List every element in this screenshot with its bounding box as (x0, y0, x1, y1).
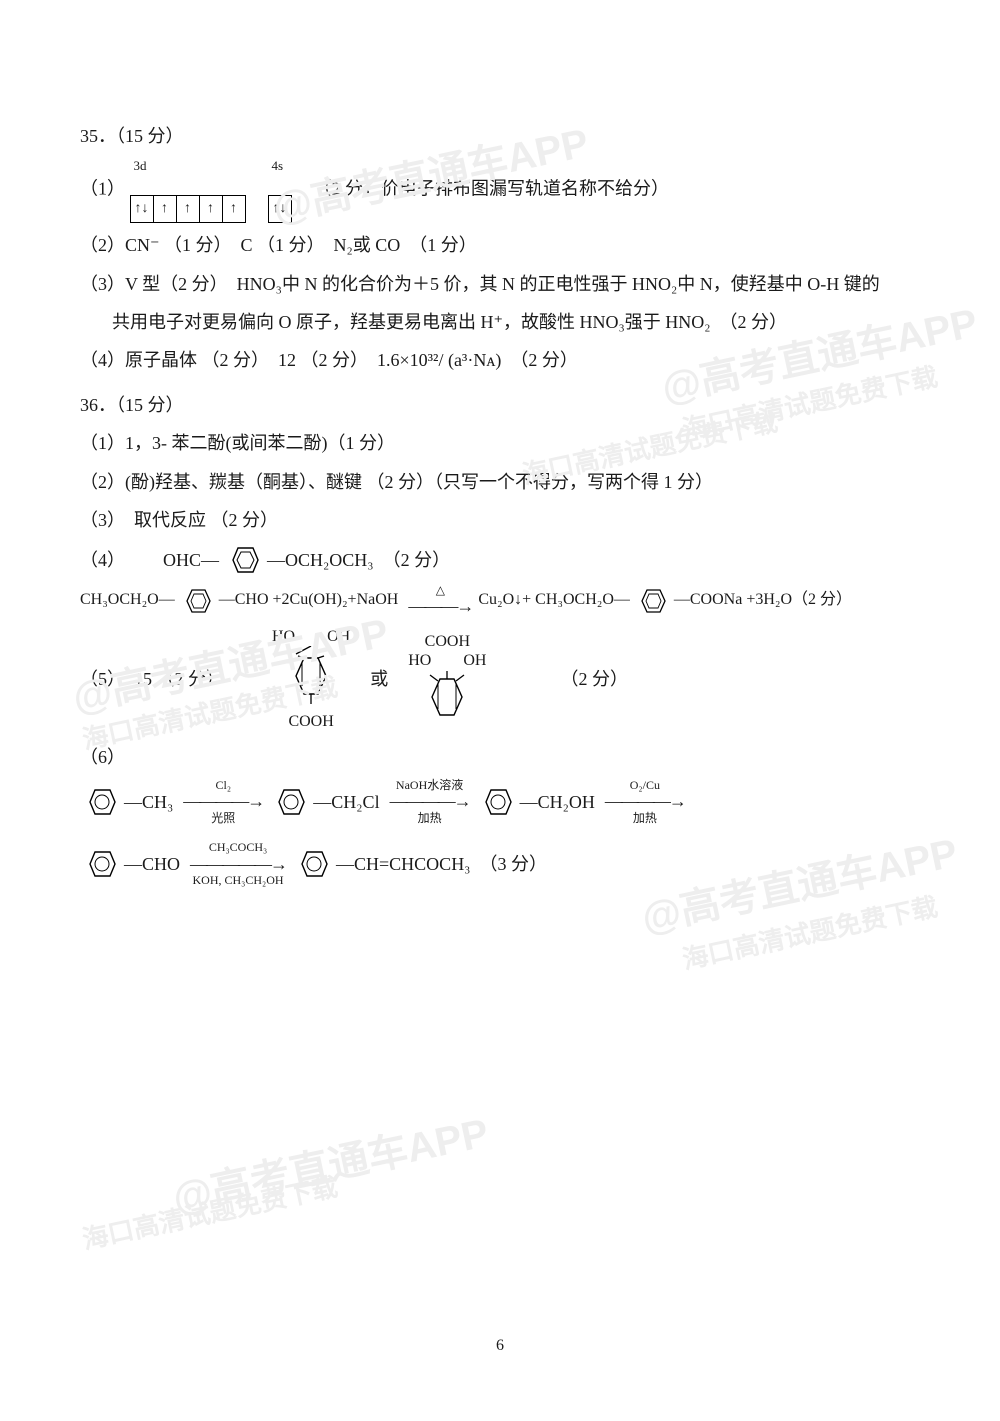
benzene-ring-icon (80, 846, 120, 882)
r2-s1: —CHO (124, 848, 180, 880)
q36-header: 36．（15 分） (80, 389, 920, 421)
orbital-3d-label: 3d (130, 158, 151, 173)
q35-p4: （4）原子晶体 （2 分） 12 （2 分） 1.6×10³²/ (a³·Nᴀ)… (80, 344, 920, 376)
q36-p6-prefix: （6） (80, 741, 920, 773)
q35-p1: （1） 3d ↑↓↑↑↑↑ 4s ↑↓ （2 分，价电子排布图漏写轨道名称不给分… (80, 158, 920, 223)
watermark: 海口高清试题免费下载 (78, 1163, 342, 1263)
benzene-ring-icon (292, 846, 332, 882)
watermark: 海口高清试题免费下载 (678, 883, 942, 983)
benzene-ring-icon (476, 784, 516, 820)
structure-a-bottom: COOH (288, 713, 333, 730)
r1-s3: —CH₂OH (520, 786, 595, 818)
q36-equation: CH₃OCH₂O— —CHO +2Cu(OH)₂+NaOH △ ———→ Cu₂… (80, 584, 920, 617)
benzene-ring-icon (269, 784, 309, 820)
q36-p4-prefix: （4） (80, 544, 125, 576)
synthesis-row-2: —CHO CH₃COCH₃ —————→ KOH, CH₃CH₂OH —CH=C… (80, 841, 920, 887)
q36-p3: （3） 取代反应 （2 分） (80, 504, 920, 536)
synthesis-row-1: —CH₃ Cl₂ ————→ 光照 —CH₂Cl NaOH水溶液 ————→ 加… (80, 779, 920, 825)
q36-p4-left: OHC— (163, 544, 219, 576)
eq-right1: Cu₂O↓+ CH₃OCH₂O— (478, 586, 630, 615)
q36-p4-right: —OCH₂OCH₃ （2 分） (267, 544, 450, 576)
q36-p5-prefix: （5） 15 （2 分） (80, 663, 224, 695)
benzene-ring-icon (179, 585, 215, 617)
r2-s2: —CH=CHCOCH₃ （3 分） (336, 848, 547, 880)
q36-p5-tail: （2 分） (560, 663, 628, 695)
reaction-arrow-icon: Cl₂ ————→ 光照 (183, 779, 263, 825)
q36-p4: （4） OHC— —OCH₂OCH₃ （2 分） (80, 542, 920, 578)
reaction-arrow-icon: CH₃COCH₃ —————→ KOH, CH₃CH₂OH (190, 841, 286, 887)
eq-mid: —CHO +2Cu(OH)₂+NaOH (219, 586, 399, 615)
q35-p1-tail: （2 分，价电子排布图漏写轨道名称不给分） (314, 179, 670, 199)
r1-s2: —CH₂Cl (313, 786, 379, 818)
q35-p3a: （3）V 型（2 分） HNO₃中 N 的化合价为＋5 价，其 N 的正电性强于… (80, 268, 920, 300)
benzene-ring-icon (634, 585, 670, 617)
benzene-ring-icon (223, 542, 263, 578)
q35-p1-prefix: （1） (80, 179, 125, 199)
structure-b: COOH HO OH (408, 632, 486, 726)
q35-p3b: 共用电子对更易偏向 O 原子，羟基更易电离出 H⁺，故酸性 HNO₃强于 HNO… (80, 306, 920, 338)
structure-b-top: COOH (425, 633, 470, 650)
q36-p2: （2）(酚)羟基、羰基（酮基）、醚键 （2 分）（只写一个不得分，写两个得 1 … (80, 466, 920, 498)
reaction-arrow-icon: NaOH水溶液 ————→ 加热 (390, 779, 470, 825)
orbital-3d: 3d ↑↓↑↑↑↑ (130, 158, 245, 223)
q36-p5-or: 或 (370, 663, 388, 695)
eq-right2: —COONa +3H₂O（2 分） (674, 586, 852, 615)
orbital-4s: 4s ↑↓ (268, 158, 291, 223)
q36-p5: （5） 15 （2 分） HO OH COOH 或 COOH HO OH (80, 627, 920, 731)
benzene-ring-icon (412, 671, 482, 721)
q35-header: 35．（15 分） (80, 120, 920, 152)
watermark: @高考直通车APP (166, 1097, 495, 1234)
page-number: 6 (0, 1332, 1000, 1361)
structure-a-top: HO OH (272, 628, 350, 645)
q36-p1: （1）1，3- 苯二酚(或间苯二酚)（1 分） (80, 427, 920, 459)
q35-p2: （2）CN⁻ （1 分） C （1 分） N₂或 CO （1 分） (80, 229, 920, 261)
benzene-ring-icon (276, 646, 346, 706)
benzene-ring-icon (80, 784, 120, 820)
eq-left1: CH₃OCH₂O— (80, 586, 175, 615)
structure-b-mid: HO OH (408, 652, 486, 669)
orbital-4s-label: 4s (268, 158, 288, 173)
structure-a: HO OH COOH (272, 627, 350, 731)
reaction-arrow-icon: △ ———→ (408, 584, 472, 617)
r1-s1: —CH₃ (124, 786, 173, 818)
reaction-arrow-icon: O₂/Cu ————→ 加热 (605, 779, 685, 825)
